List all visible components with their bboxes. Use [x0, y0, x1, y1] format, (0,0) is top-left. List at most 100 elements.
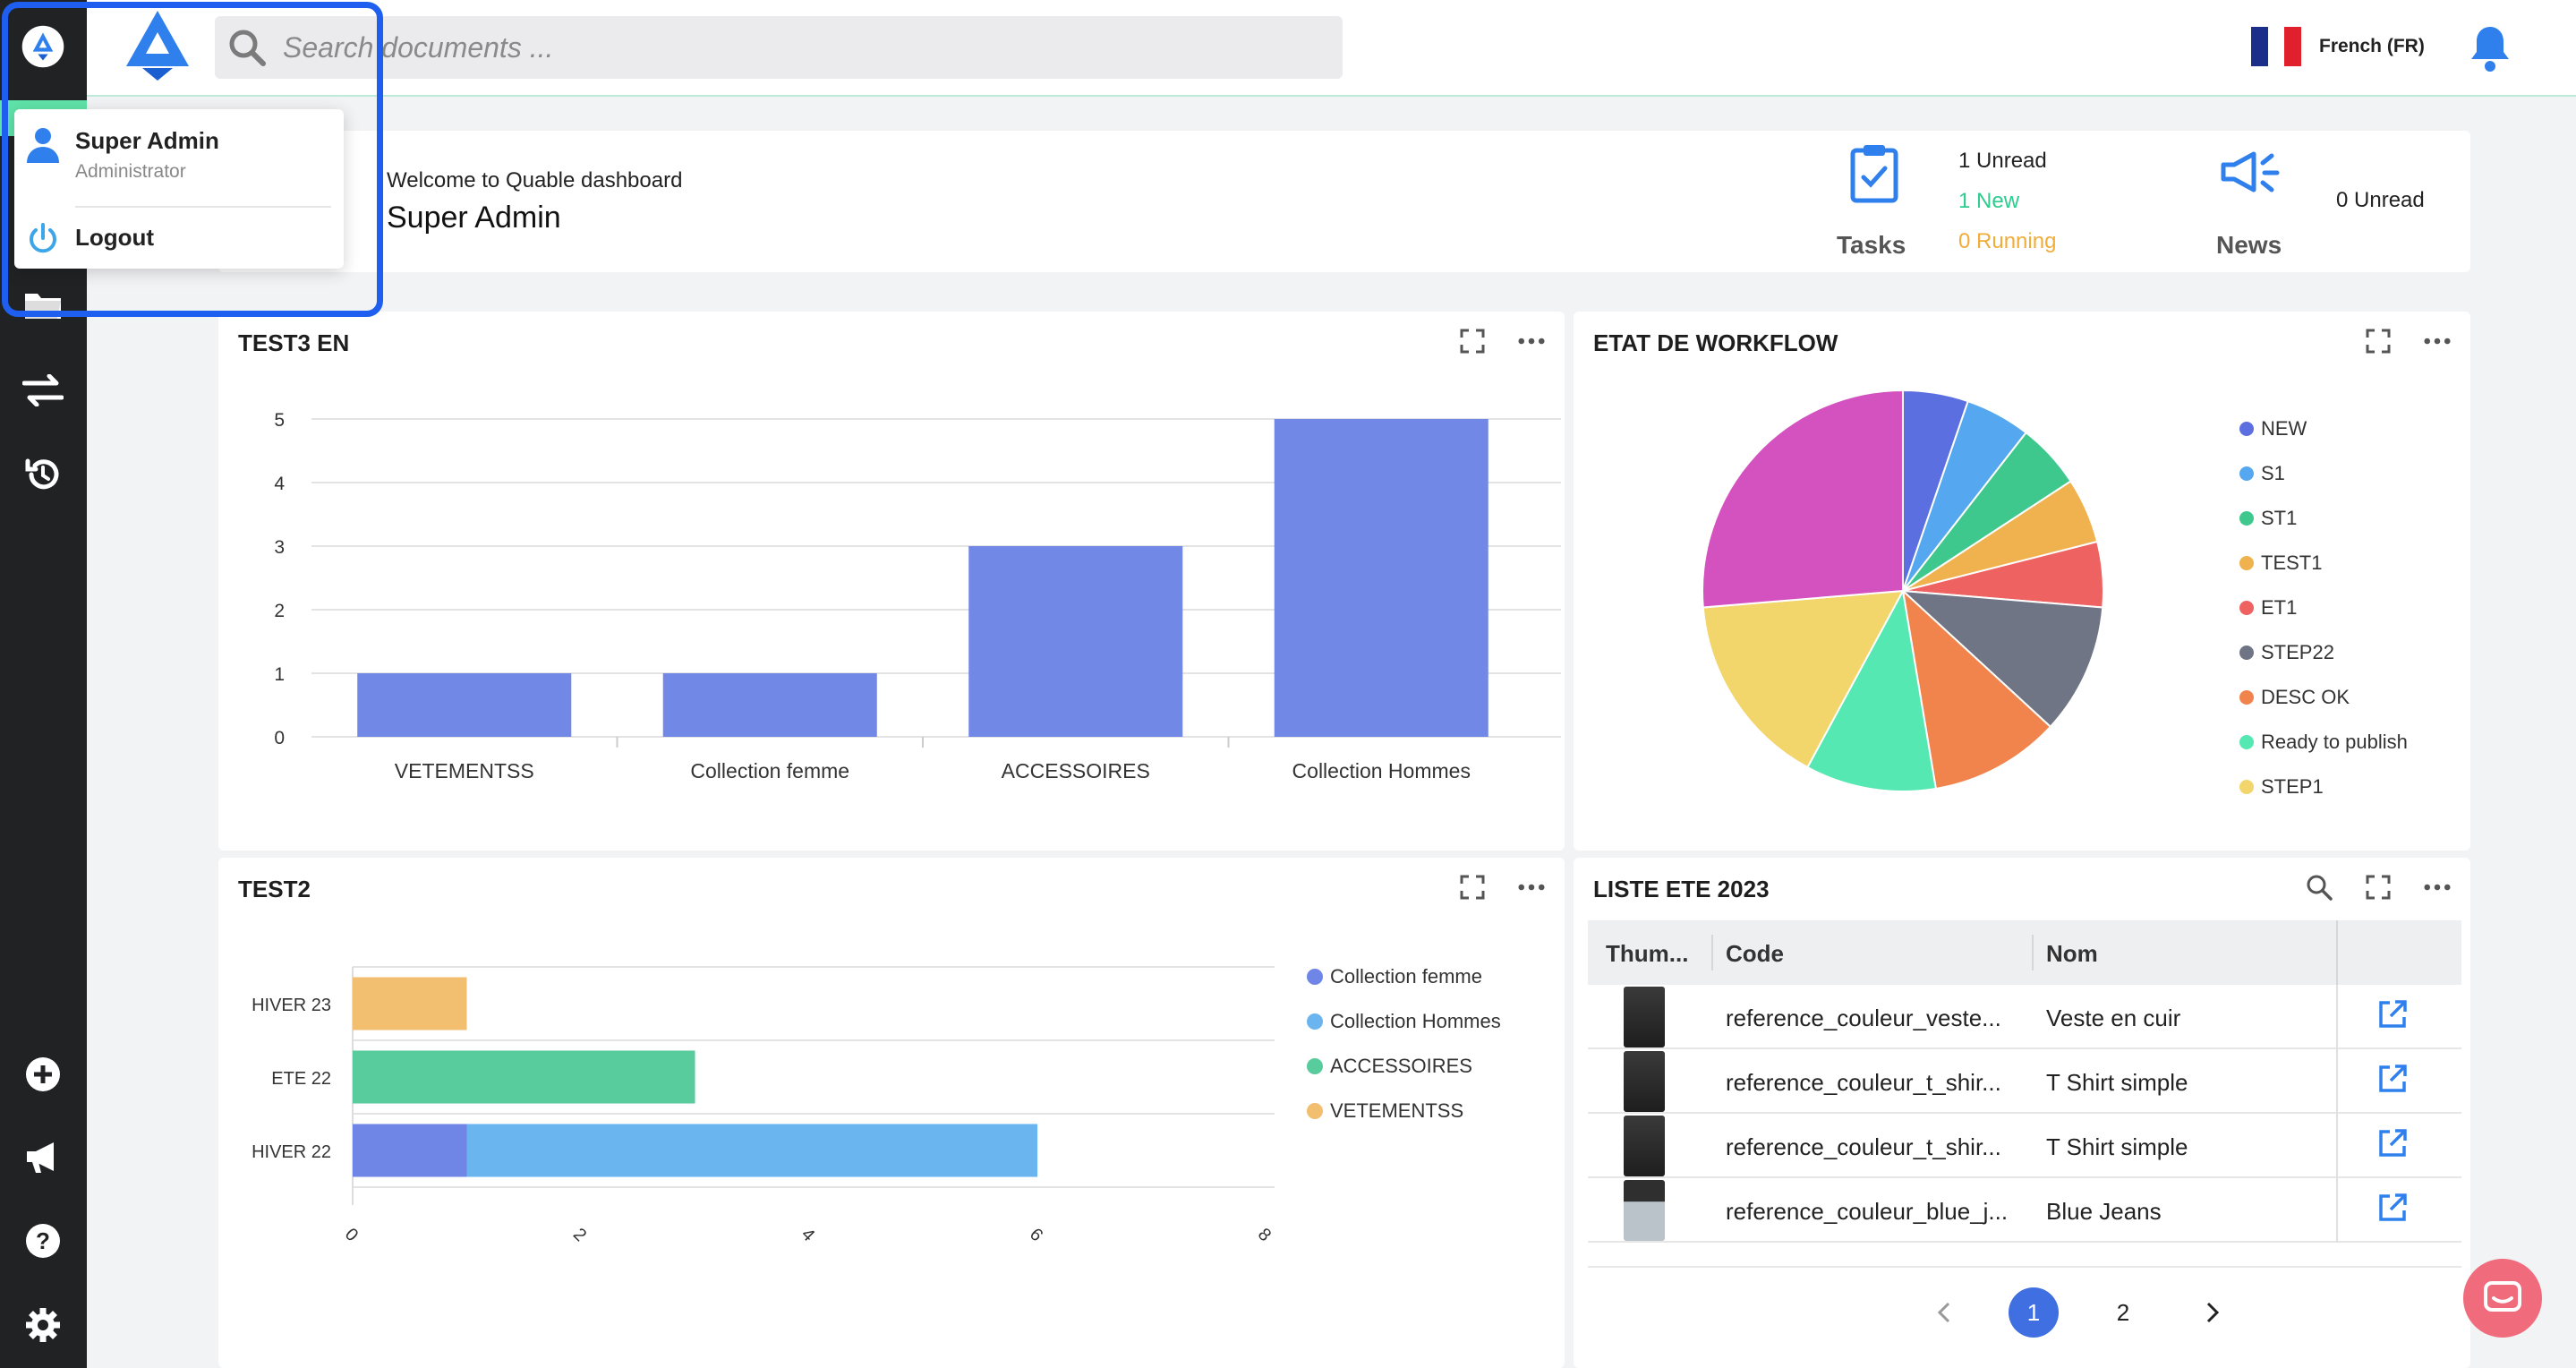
logout-menu-item[interactable]: Logout: [14, 213, 344, 263]
legend-label: Collection femme: [1330, 965, 1482, 988]
open-external-icon[interactable]: [2377, 999, 2408, 1034]
more-options-icon[interactable]: [1518, 328, 1545, 355]
fullscreen-icon[interactable]: [2365, 328, 2392, 355]
fullscreen-icon[interactable]: [2365, 874, 2392, 901]
legend-marker: [1307, 1103, 1323, 1119]
legend-marker: [1307, 969, 1323, 985]
widget-title: TEST2: [238, 876, 311, 902]
hbar-chart-test2: HIVER 23 ETE 22 HIVER 22 0 2 4 6 8 Collection fe…: [252, 965, 1501, 1245]
pie-chart-workflow: NEW S1 ST1 TEST1 ET1 STEP22 DESC OK Ready to pu…: [1702, 389, 2408, 798]
cell-code: reference_couleur_veste...: [1726, 1005, 2001, 1031]
news-unread[interactable]: 0 Unread: [2336, 188, 2425, 212]
user-name: Super Admin: [75, 127, 219, 154]
y-tick-label: 3: [274, 537, 285, 558]
pagination: 1 2: [1919, 1287, 2238, 1338]
y-tick-label: 1: [274, 664, 285, 685]
tasks-new[interactable]: 1 New: [1958, 189, 2020, 213]
y-tick-label: 4: [274, 474, 285, 494]
y-tick-label: 0: [274, 728, 285, 748]
help-icon[interactable]: ?: [21, 1219, 64, 1262]
language-label: French (FR): [2319, 36, 2425, 56]
fullscreen-icon[interactable]: [1459, 328, 1486, 355]
user-dropdown-menu: Super Admin Administrator Logout: [14, 109, 344, 269]
widget-title: LISTE ETE 2023: [1593, 876, 1770, 902]
french-flag-icon: [2251, 27, 2302, 66]
bar-segment: [353, 1124, 467, 1177]
cell-nom: Blue Jeans: [2046, 1198, 2162, 1225]
quable-avatar-icon: [21, 25, 64, 68]
table-row[interactable]: reference_couleur_t_shir... T Shirt simp…: [1588, 1114, 2461, 1178]
logout-label: Logout: [75, 224, 155, 251]
cell-code: reference_couleur_blue_j...: [1726, 1198, 2009, 1225]
transfer-arrows-icon[interactable]: [21, 369, 64, 412]
user-avatar-button[interactable]: [21, 25, 64, 68]
megaphone-icon[interactable]: [21, 1135, 64, 1178]
user-role: Administrator: [75, 161, 186, 182]
y-tick-label: 2: [274, 601, 285, 621]
chat-icon: [2484, 1281, 2521, 1312]
x-tick-label: 0: [341, 1225, 362, 1245]
fullscreen-icon[interactable]: [1459, 874, 1486, 901]
legend-marker: [2239, 556, 2254, 570]
product-thumbnail: [1624, 987, 1665, 1047]
open-external-icon[interactable]: [2377, 1128, 2408, 1163]
column-header-thumbnail[interactable]: Thum...: [1606, 940, 1689, 967]
settings-gear-icon[interactable]: [21, 1304, 64, 1347]
y-tick-label: HIVER 22: [252, 1142, 331, 1162]
page-button-current[interactable]: 1: [2009, 1287, 2059, 1338]
widget-list: LISTE ETE 2023 Thum... Code Nom referenc…: [1574, 858, 2470, 1368]
table-row[interactable]: reference_couleur_t_shir... T Shirt simp…: [1588, 1049, 2461, 1114]
legend-marker: [2239, 780, 2254, 794]
cell-nom: T Shirt simple: [2046, 1133, 2188, 1160]
column-header-code[interactable]: Code: [1726, 940, 1784, 967]
chevron-left-icon[interactable]: [1919, 1287, 1969, 1338]
legend-label: ACCESSOIRES: [1330, 1055, 1472, 1077]
cell-nom: T Shirt simple: [2046, 1069, 2188, 1096]
add-circle-icon[interactable]: [21, 1053, 64, 1096]
search-bar: [215, 16, 1343, 79]
column-header-nom[interactable]: Nom: [2046, 940, 2098, 967]
history-icon[interactable]: [21, 453, 64, 496]
tasks-running[interactable]: 0 Running: [1958, 229, 2057, 253]
user-icon: [25, 125, 61, 169]
search-icon[interactable]: [224, 24, 270, 71]
widget-test2: TEST2 HIVER 23 ETE 22 HIVER 22 0 2 4 6 8 Collect…: [218, 858, 1565, 1368]
bar: [1274, 419, 1488, 737]
pie-slice: [1702, 389, 1904, 609]
table-row[interactable]: reference_couleur_veste... Veste en cuir: [1588, 985, 2461, 1049]
news-megaphone-icon[interactable]: [2220, 149, 2282, 203]
language-selector[interactable]: French (FR): [2251, 27, 2425, 66]
more-options-icon[interactable]: [2424, 874, 2451, 901]
divider: [75, 206, 331, 208]
chat-support-button[interactable]: [2463, 1259, 2542, 1338]
widget-workflow: ETAT DE WORKFLOW NEW S1 ST1 TEST1 ET1 STEP22 D…: [1574, 312, 2470, 851]
x-tick-label: ACCESSOIRES: [1002, 759, 1150, 782]
table-row[interactable]: reference_couleur_blue_j... Blue Jeans: [1588, 1178, 2461, 1243]
product-thumbnail: [1624, 1051, 1665, 1112]
widget-title: ETAT DE WORKFLOW: [1593, 329, 1838, 356]
tasks-icon[interactable]: [1847, 141, 1901, 209]
more-options-icon[interactable]: [1518, 874, 1545, 901]
page-button[interactable]: 2: [2116, 1298, 2130, 1326]
search-input[interactable]: [283, 30, 1267, 64]
svg-text:?: ?: [36, 1227, 50, 1254]
notification-bell-icon[interactable]: [2468, 23, 2512, 78]
legend-label: STEP22: [2261, 641, 2334, 663]
folder-icon[interactable]: [21, 283, 64, 326]
legend-label: Collection Hommes: [1330, 1010, 1501, 1032]
legend-label: TEST1: [2261, 551, 2322, 574]
open-external-icon[interactable]: [2377, 1193, 2408, 1227]
legend-label: NEW: [2261, 417, 2307, 440]
search-icon[interactable]: [2306, 874, 2333, 901]
cell-code: reference_couleur_t_shir...: [1726, 1133, 2001, 1160]
table-header: Thum... Code Nom: [1588, 920, 2461, 985]
tasks-unread[interactable]: 1 Unread: [1958, 149, 2047, 173]
chevron-right-icon[interactable]: [2188, 1287, 2238, 1338]
bar: [662, 673, 877, 737]
more-options-icon[interactable]: [2424, 328, 2451, 355]
quable-logo[interactable]: [117, 9, 198, 85]
open-external-icon[interactable]: [2377, 1064, 2408, 1099]
cell-code: reference_couleur_t_shir...: [1726, 1069, 2001, 1096]
legend-label: STEP1: [2261, 775, 2324, 798]
tasks-label: Tasks: [1837, 231, 1906, 259]
